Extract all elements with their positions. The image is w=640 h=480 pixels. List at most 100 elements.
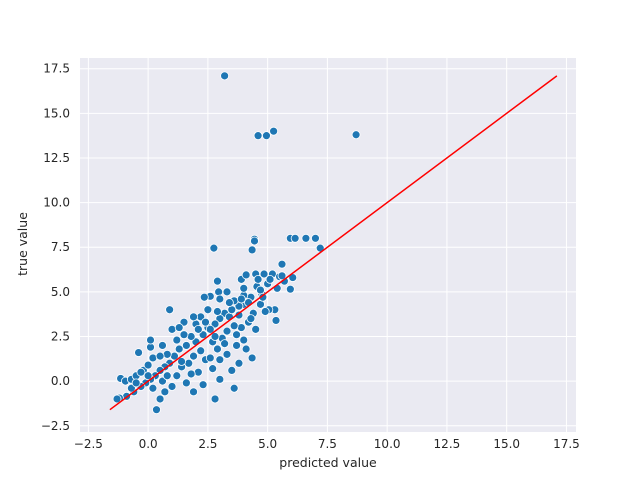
data-point: [196, 346, 206, 356]
y-tick-label: 7.5: [51, 240, 70, 254]
x-tick-label: 2.5: [198, 437, 217, 451]
data-point: [172, 371, 182, 381]
data-point: [236, 323, 246, 332]
data-point: [181, 341, 191, 350]
x-tick-label: 5.0: [258, 437, 277, 451]
x-axis-label: predicted value: [279, 455, 377, 470]
data-point: [234, 358, 244, 368]
data-point: [181, 378, 191, 388]
data-point: [184, 358, 194, 368]
data-point: [205, 324, 215, 334]
data-point: [201, 317, 210, 327]
y-tick-label: −2.5: [41, 419, 70, 433]
data-point: [239, 335, 249, 345]
x-tick-labels: −2.5 0.0 2.5 5.0 7.5 10.0 12.5 15.0 17.5: [74, 437, 580, 451]
y-tick-label: 5.0: [51, 285, 70, 299]
data-point: [253, 274, 263, 284]
data-point: [134, 348, 143, 357]
reference-line: [109, 75, 558, 411]
x-tick-label: 7.5: [318, 437, 337, 451]
data-point: [246, 314, 256, 324]
data-point: [247, 353, 257, 363]
data-point: [269, 126, 279, 136]
data-point: [232, 341, 241, 350]
data-point: [260, 307, 270, 316]
data-point: [167, 324, 177, 334]
data-point: [220, 339, 230, 349]
data-point: [241, 344, 251, 354]
data-point: [167, 382, 177, 391]
data-point: [222, 326, 232, 336]
x-tick-label: 17.5: [553, 437, 580, 451]
data-point: [241, 270, 251, 280]
data-point: [209, 243, 219, 253]
data-point: [277, 259, 287, 269]
y-tick-label: 15.0: [43, 106, 70, 120]
y-tick-label: 0.0: [51, 374, 70, 388]
data-point: [152, 405, 161, 415]
data-point: [203, 305, 213, 315]
data-point: [290, 233, 300, 243]
data-point: [131, 378, 141, 388]
x-tick-label: 12.5: [434, 437, 461, 451]
data-point: [265, 274, 275, 284]
data-point: [162, 371, 172, 381]
data-point: [229, 383, 239, 393]
x-tick-label: 15.0: [493, 437, 520, 451]
data-point: [186, 332, 196, 341]
data-point: [193, 324, 203, 334]
data-point: [227, 366, 237, 375]
data-point: [143, 360, 153, 370]
data-point: [253, 131, 263, 141]
data-point: [210, 332, 220, 341]
data-point: [234, 310, 244, 320]
data-point: [193, 367, 203, 377]
data-point: [148, 353, 158, 363]
data-point: [208, 364, 218, 374]
data-point: [172, 335, 182, 345]
data-point: [258, 292, 268, 302]
y-tick-label: 17.5: [43, 62, 70, 76]
data-point: [215, 374, 225, 384]
data-point: [199, 292, 209, 302]
data-point: [222, 287, 232, 297]
data-point: [220, 71, 230, 81]
data-point: [224, 298, 234, 307]
data-point: [189, 312, 198, 322]
data-point: [155, 394, 165, 404]
data-point: [222, 349, 232, 359]
data-point: [155, 351, 165, 361]
y-tick-labels: −2.5 0.0 2.5 5.0 7.5 10.0 12.5 15.0 17.5: [41, 62, 70, 433]
data-point: [250, 236, 259, 246]
x-tick-label: −2.5: [74, 437, 103, 451]
data-point: [189, 351, 198, 361]
data-point: [215, 355, 225, 365]
data-point: [247, 245, 257, 255]
data-point: [160, 387, 170, 397]
data-point: [177, 357, 186, 366]
data-point: [174, 344, 184, 354]
data-point: [214, 287, 224, 297]
y-tick-label: 12.5: [43, 151, 70, 165]
y-tick-label: 2.5: [51, 329, 70, 343]
data-point: [351, 130, 361, 140]
data-point: [210, 394, 220, 404]
data-point: [262, 131, 271, 141]
data-point: [239, 283, 249, 293]
data-point: [136, 367, 146, 377]
data-point: [162, 349, 172, 359]
x-tick-label: 10.0: [374, 437, 401, 451]
data-point: [205, 353, 215, 363]
data-point: [148, 383, 158, 393]
data-point: [301, 233, 311, 243]
data-point: [158, 341, 167, 350]
data-point: [229, 321, 239, 331]
data-point: [213, 307, 222, 316]
data-point: [179, 330, 189, 340]
data-point: [277, 271, 287, 281]
data-point: [174, 323, 184, 332]
data-point: [215, 294, 225, 304]
data-points: [112, 71, 361, 415]
data-point: [232, 330, 241, 340]
